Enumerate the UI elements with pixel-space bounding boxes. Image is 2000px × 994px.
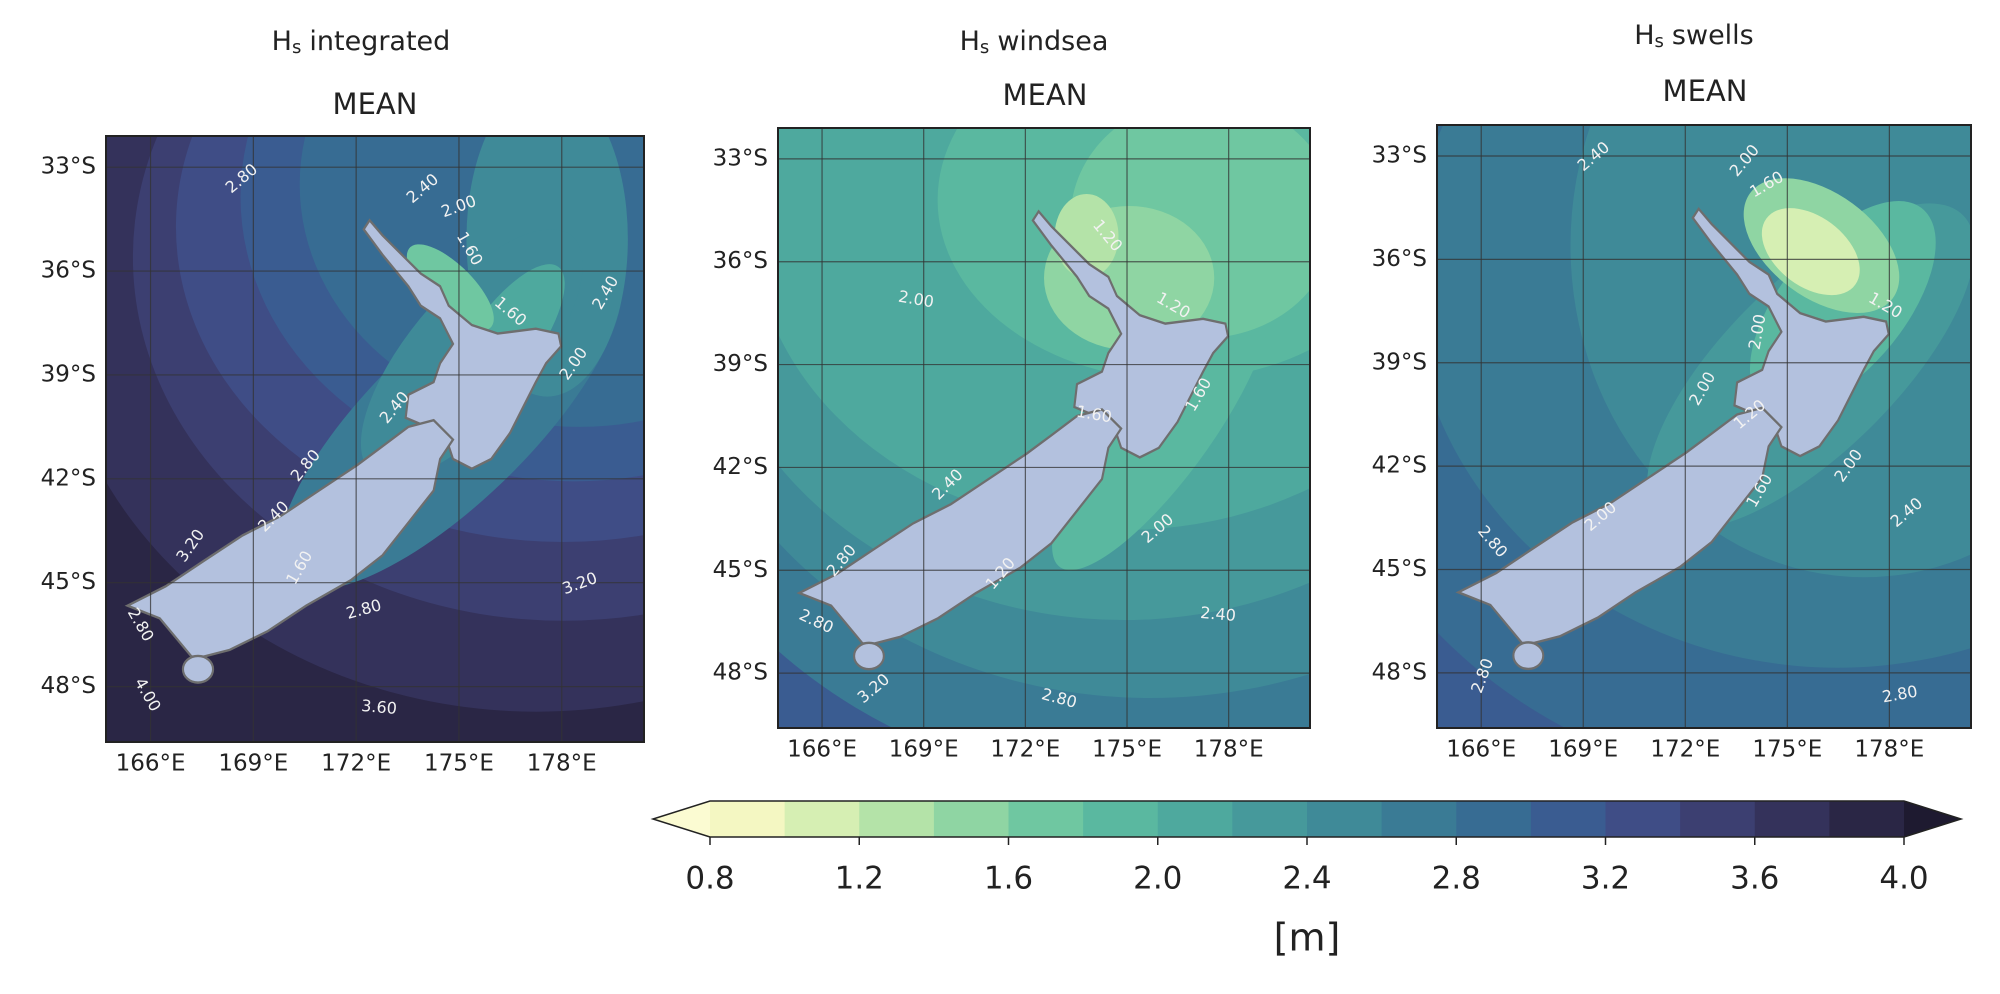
colorbar-segment xyxy=(859,801,934,837)
colorbar-tick-label: 4.0 xyxy=(1879,861,1928,897)
y-tick-label: 42°S xyxy=(41,465,96,491)
y-tick-label: 48°S xyxy=(1372,659,1427,685)
x-tick-label: 166°E xyxy=(1446,737,1516,763)
y-tick-label: 39°S xyxy=(1372,349,1427,375)
y-tick-label: 42°S xyxy=(1372,453,1427,479)
x-tick-label: 169°E xyxy=(218,751,288,777)
x-tick-label: 166°E xyxy=(116,751,186,777)
statistic: MEAN xyxy=(333,87,418,121)
x-tick-label: 178°E xyxy=(527,751,597,777)
x-tick-label: 172°E xyxy=(990,737,1060,763)
x-tick-label: 178°E xyxy=(1854,737,1924,763)
colorbar-segment xyxy=(1307,801,1382,837)
y-tick-label: 45°S xyxy=(1372,556,1427,582)
colorbar-segment xyxy=(1755,801,1830,837)
y-tick-label: 33°S xyxy=(1372,143,1427,169)
y-tick-label: 36°S xyxy=(713,248,768,274)
x-tick-label: 172°E xyxy=(1650,737,1720,763)
colorbar-segment xyxy=(1083,801,1158,837)
y-tick-label: 48°S xyxy=(41,673,96,699)
colorbar-segment xyxy=(1531,801,1606,837)
contour-label: 3.60 xyxy=(361,696,398,718)
colorbar-extend-high xyxy=(1904,801,1961,837)
x-tick-label: 175°E xyxy=(424,751,494,777)
colorbar-segment xyxy=(1680,801,1755,837)
x-tick-label: 175°E xyxy=(1092,737,1162,763)
y-tick-label: 48°S xyxy=(713,660,768,686)
x-tick-label: 175°E xyxy=(1752,737,1822,763)
colorbar-extend-low xyxy=(653,801,710,837)
colorbar-segment xyxy=(1606,801,1681,837)
statistic: MEAN xyxy=(1663,74,1748,108)
colorbar: [m] 0.8 1.2 1.6 2.0 2.4 2.8 3.2 3.6 4.0 xyxy=(653,801,1961,960)
colorbar-tick-label: 2.0 xyxy=(1133,861,1182,897)
y-tick-label: 33°S xyxy=(713,145,768,171)
colorbar-tick-label: 3.6 xyxy=(1730,861,1779,897)
colorbar-segment xyxy=(1382,801,1457,837)
colorbar-tick-label: 0.8 xyxy=(685,861,734,897)
colorbar-tick-label: 1.2 xyxy=(835,861,884,897)
colorbar-segment xyxy=(1158,801,1233,837)
colorbar-label: [m] xyxy=(1274,916,1341,960)
colorbar-segment xyxy=(710,801,785,837)
y-tick-label: 36°S xyxy=(41,258,96,284)
colorbar-segment xyxy=(1009,801,1084,837)
colorbar-segment xyxy=(1829,801,1904,837)
x-tick-label: 166°E xyxy=(787,737,857,763)
y-tick-label: 36°S xyxy=(1372,246,1427,272)
colorbar-segment xyxy=(785,801,860,837)
colorbar-tick-label: 2.8 xyxy=(1432,861,1481,897)
x-tick-label: 172°E xyxy=(321,751,391,777)
colorbar-tick-label: 1.6 xyxy=(984,861,1033,897)
x-tick-label: 169°E xyxy=(889,737,959,763)
y-tick-label: 45°S xyxy=(41,569,96,595)
contour-label: 2.40 xyxy=(1200,603,1237,625)
y-tick-label: 42°S xyxy=(713,454,768,480)
x-tick-label: 169°E xyxy=(1548,737,1618,763)
colorbar-tick-label: 3.2 xyxy=(1581,861,1630,897)
colorbar-tick-label: 2.4 xyxy=(1282,861,1331,897)
x-tick-label: 178°E xyxy=(1194,737,1264,763)
colorbar-segment xyxy=(934,801,1009,837)
statistic: MEAN xyxy=(1003,78,1088,112)
y-tick-label: 39°S xyxy=(713,351,768,377)
y-tick-label: 39°S xyxy=(41,361,96,387)
y-tick-label: 33°S xyxy=(41,154,96,180)
y-tick-label: 45°S xyxy=(713,557,768,583)
colorbar-segment xyxy=(1232,801,1307,837)
colorbar-segment xyxy=(1456,801,1531,837)
